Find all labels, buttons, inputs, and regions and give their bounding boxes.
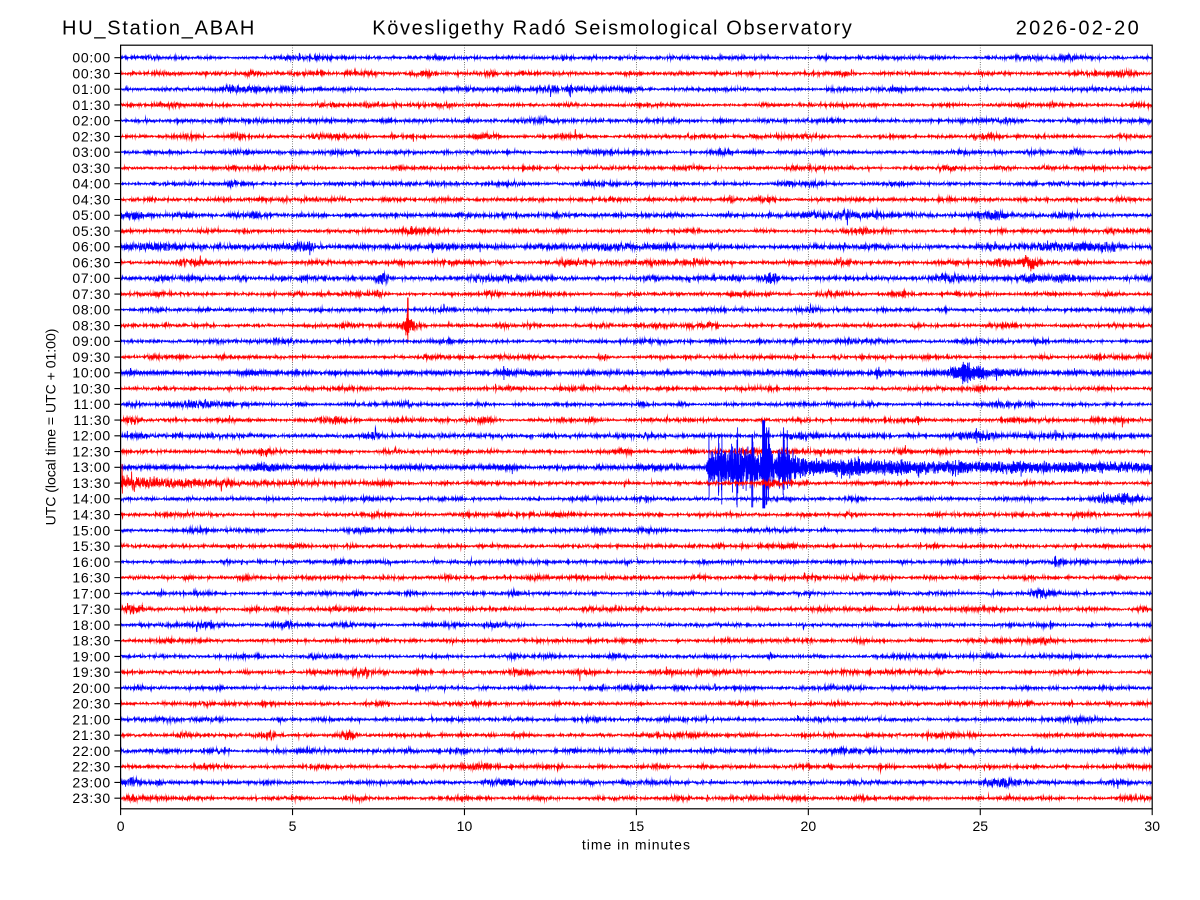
svg-text:23:00: 23:00: [72, 774, 111, 790]
svg-text:20:00: 20:00: [72, 680, 111, 696]
svg-text:30: 30: [1144, 818, 1160, 834]
svg-text:07:00: 07:00: [72, 270, 111, 286]
svg-text:20:30: 20:30: [72, 696, 111, 712]
svg-text:21:30: 21:30: [72, 727, 111, 743]
svg-text:00:00: 00:00: [72, 50, 111, 66]
svg-text:01:30: 01:30: [72, 97, 111, 113]
svg-text:06:30: 06:30: [72, 254, 111, 270]
svg-text:11:30: 11:30: [73, 412, 111, 428]
svg-text:05:30: 05:30: [72, 223, 111, 239]
svg-text:HU_Station_ABAH: HU_Station_ABAH: [62, 18, 256, 40]
svg-text:19:00: 19:00: [72, 648, 111, 664]
svg-text:12:00: 12:00: [72, 428, 111, 444]
svg-text:20: 20: [801, 818, 817, 834]
svg-text:04:30: 04:30: [72, 191, 111, 207]
svg-text:14:00: 14:00: [72, 491, 111, 507]
svg-text:06:00: 06:00: [72, 239, 111, 255]
svg-text:09:30: 09:30: [72, 349, 111, 365]
svg-text:05:00: 05:00: [72, 207, 111, 223]
svg-text:10:00: 10:00: [72, 365, 111, 381]
svg-text:19:30: 19:30: [72, 664, 111, 680]
svg-text:18:00: 18:00: [72, 617, 111, 633]
svg-text:15: 15: [629, 818, 645, 834]
svg-text:13:30: 13:30: [72, 475, 111, 491]
svg-text:21:00: 21:00: [72, 711, 111, 727]
svg-text:00:30: 00:30: [72, 65, 111, 81]
svg-text:16:00: 16:00: [72, 554, 111, 570]
svg-text:07:30: 07:30: [72, 286, 111, 302]
svg-text:08:00: 08:00: [72, 302, 111, 318]
svg-text:01:00: 01:00: [72, 81, 111, 97]
svg-text:UTC (local time = UTC + 01:00): UTC (local time = UTC + 01:00): [43, 329, 59, 526]
svg-text:time in minutes: time in minutes: [582, 837, 691, 853]
svg-text:03:30: 03:30: [72, 160, 111, 176]
svg-text:08:30: 08:30: [72, 317, 111, 333]
svg-text:5: 5: [289, 818, 297, 834]
svg-text:25: 25: [972, 818, 988, 834]
svg-text:10:30: 10:30: [72, 380, 111, 396]
svg-text:Kövesligethy Radó Seismologica: Kövesligethy Radó Seismological Observat…: [372, 18, 853, 40]
svg-text:02:00: 02:00: [72, 113, 111, 129]
svg-text:0: 0: [117, 818, 125, 834]
svg-text:16:30: 16:30: [72, 570, 111, 586]
svg-text:22:30: 22:30: [72, 759, 111, 775]
svg-text:15:00: 15:00: [72, 522, 111, 538]
svg-text:12:30: 12:30: [72, 443, 111, 459]
svg-text:02:30: 02:30: [72, 128, 111, 144]
svg-text:15:30: 15:30: [72, 538, 111, 554]
svg-text:10: 10: [457, 818, 473, 834]
svg-text:09:00: 09:00: [72, 333, 111, 349]
svg-text:18:30: 18:30: [72, 633, 111, 649]
svg-text:2026-02-20: 2026-02-20: [1016, 18, 1141, 40]
svg-text:17:30: 17:30: [72, 601, 111, 617]
svg-text:23:30: 23:30: [72, 790, 111, 806]
svg-text:22:00: 22:00: [72, 743, 111, 759]
svg-text:04:00: 04:00: [72, 176, 111, 192]
svg-text:13:00: 13:00: [72, 459, 111, 475]
svg-text:03:00: 03:00: [72, 144, 111, 160]
svg-text:17:00: 17:00: [72, 585, 111, 601]
svg-text:14:30: 14:30: [72, 507, 111, 523]
svg-text:11:00: 11:00: [73, 396, 111, 412]
